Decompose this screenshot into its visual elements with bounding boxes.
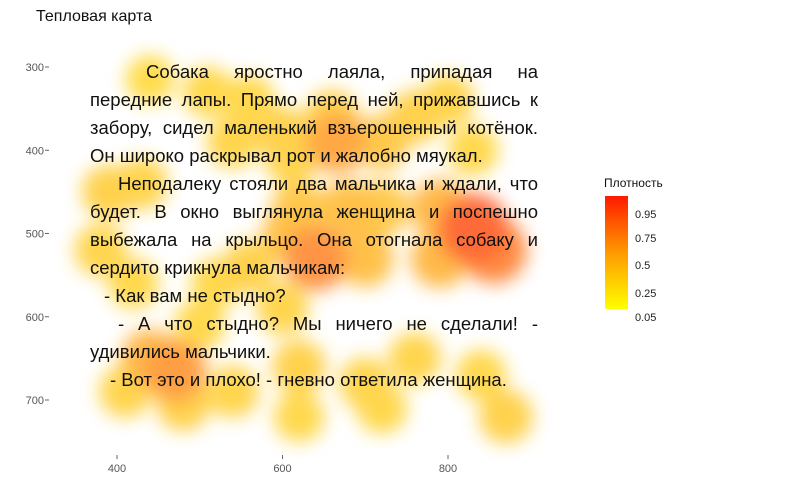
density-blob bbox=[273, 391, 325, 442]
passage-text: Собака яростно лаяла, припадая на передн… bbox=[90, 58, 538, 394]
density-blob bbox=[206, 365, 259, 418]
density-blob bbox=[256, 282, 309, 335]
y-tick-label: 600 bbox=[26, 312, 44, 324]
y-tick-label: 500 bbox=[26, 229, 44, 241]
legend-gradient bbox=[605, 196, 628, 309]
density-blob bbox=[81, 165, 136, 219]
x-tick-label: 800 bbox=[439, 463, 457, 475]
legend-title: Плотность bbox=[604, 176, 663, 190]
legend-label: 0.25 bbox=[635, 288, 657, 300]
y-tick-label: 700 bbox=[26, 395, 44, 407]
y-tick-label: 300 bbox=[26, 62, 44, 74]
legend-label: 0.95 bbox=[635, 209, 657, 221]
density-blob bbox=[182, 66, 234, 118]
passage-dialogue-2: - А что стыдно? Мы ничего не сделали! - … bbox=[90, 313, 538, 362]
density-blob bbox=[354, 114, 410, 170]
density-blob bbox=[206, 115, 259, 168]
density-blob bbox=[479, 389, 533, 444]
legend: Плотность 0.95 0.75 0.5 0.25 0.05 bbox=[604, 176, 663, 324]
y-tick-label: 400 bbox=[26, 145, 44, 157]
legend-label: 0.05 bbox=[635, 312, 657, 324]
density-blob bbox=[125, 55, 175, 104]
density-blob bbox=[388, 332, 441, 385]
density-blob bbox=[305, 111, 368, 173]
density-blob bbox=[108, 258, 159, 309]
density-blob bbox=[339, 357, 392, 410]
axes: 300 400 500 600 700 400 600 800 bbox=[26, 62, 458, 475]
density-blob bbox=[143, 339, 207, 403]
legend-label: 0.5 bbox=[635, 260, 651, 272]
density-blob bbox=[455, 349, 507, 401]
density-blob bbox=[74, 224, 127, 277]
x-tick-label: 600 bbox=[273, 463, 291, 475]
legend-label: 0.75 bbox=[635, 233, 657, 245]
chart-title: Тепловая карта bbox=[36, 8, 153, 25]
density-blob bbox=[222, 239, 277, 294]
density-blob bbox=[320, 180, 378, 237]
passage-paragraph-2: Неподалеку стояли два мальчика и ждали, … bbox=[90, 173, 538, 278]
density-blob bbox=[224, 75, 275, 126]
passage-dialogue-1: - Как вам не стыдно? bbox=[104, 285, 286, 306]
density-blob bbox=[437, 193, 509, 265]
heat-blobs bbox=[74, 55, 533, 444]
passage-paragraph-1: Собака яростно лаяла, припадая на передн… bbox=[90, 61, 538, 166]
passage-dialogue-3: - Вот это и плохо! - гневно ответила жен… bbox=[110, 369, 507, 390]
density-blob bbox=[272, 339, 326, 394]
density-blob bbox=[255, 106, 310, 161]
density-blob bbox=[447, 125, 499, 176]
legend-colorbar: 0.95 0.75 0.5 0.25 0.05 bbox=[604, 194, 663, 324]
x-tick-label: 400 bbox=[108, 463, 126, 475]
density-blob bbox=[336, 230, 394, 287]
density-blob bbox=[174, 299, 225, 351]
density-blob bbox=[283, 226, 348, 291]
